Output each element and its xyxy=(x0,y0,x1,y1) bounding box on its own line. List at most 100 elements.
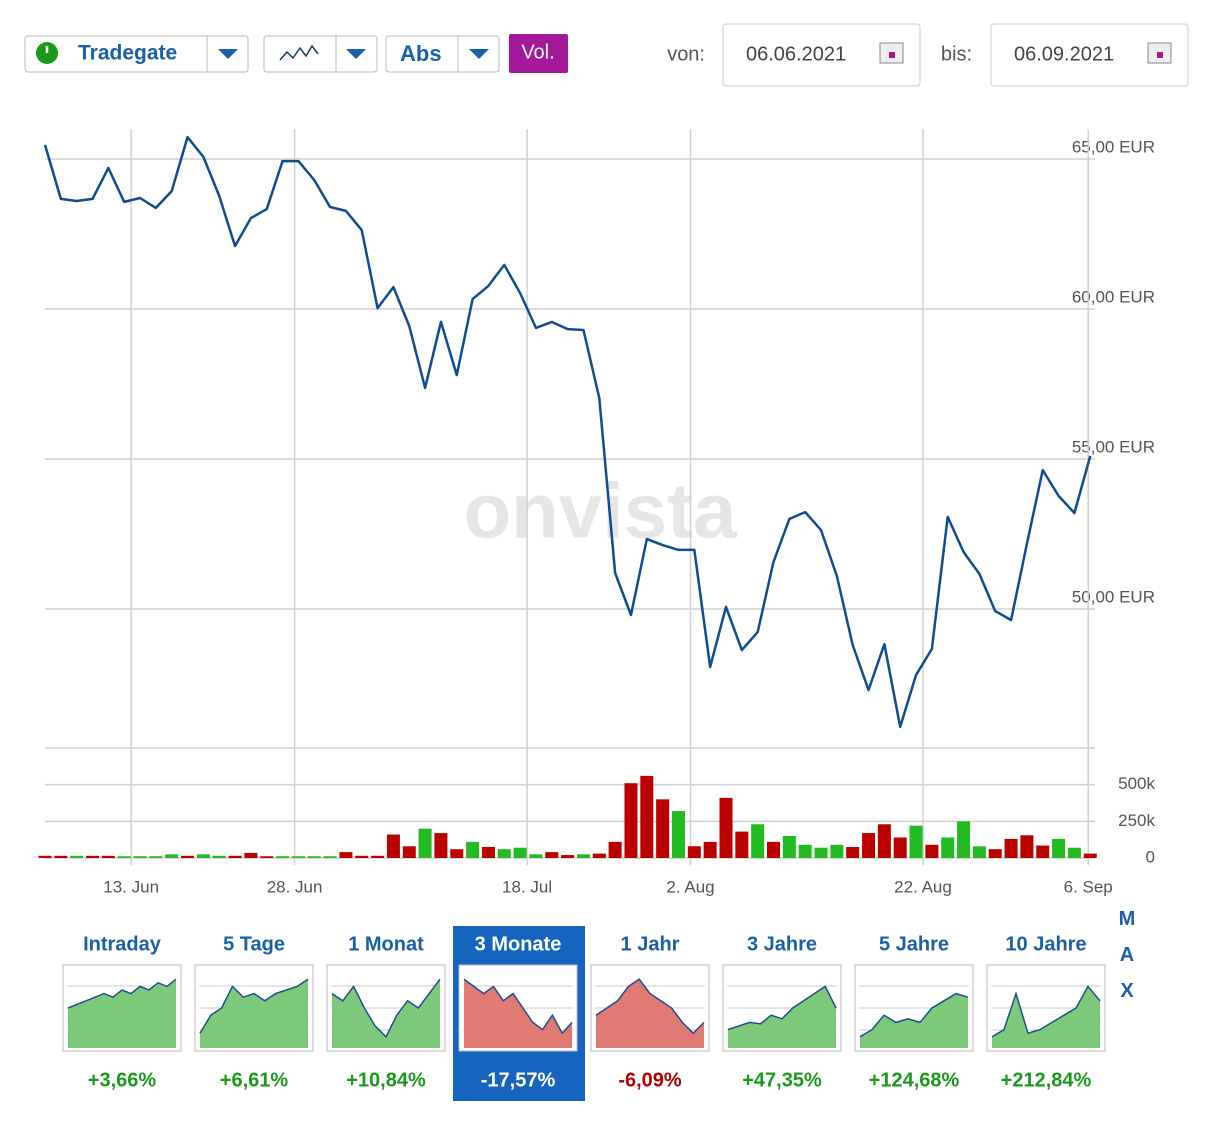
dropdown-arrow[interactable] xyxy=(346,49,366,59)
volume-bar xyxy=(529,854,543,858)
to-date[interactable]: 06.09.2021 xyxy=(1014,43,1114,65)
thumb-line xyxy=(199,978,309,1034)
volume-bar xyxy=(371,855,385,858)
period-change: +6,61% xyxy=(220,1069,289,1091)
x-tick-label: 22. Aug xyxy=(894,877,952,896)
period-label[interactable]: Intraday xyxy=(83,933,162,955)
to-input[interactable] xyxy=(990,23,1189,87)
watermark: onvista xyxy=(463,467,737,555)
volume-bar xyxy=(339,852,353,858)
period-label[interactable]: 5 Jahre xyxy=(879,933,949,955)
period-change: +10,84% xyxy=(346,1069,426,1091)
volume-bar xyxy=(402,846,416,858)
y-tick-label: 60,00 EUR xyxy=(1072,287,1155,306)
period-change: +212,84% xyxy=(1001,1069,1092,1091)
thumb-line xyxy=(463,978,573,1035)
volume-bar xyxy=(592,853,606,858)
volume-bar xyxy=(196,854,210,858)
volume-bar xyxy=(497,849,511,858)
volume-bar xyxy=(814,847,828,858)
calendar-icon[interactable] xyxy=(879,42,904,64)
volume-bar xyxy=(656,799,670,858)
thumb-line xyxy=(727,985,837,1031)
volume-bar xyxy=(276,856,290,858)
volume-bar xyxy=(957,821,971,858)
volume-bar xyxy=(434,833,448,858)
volume-bar xyxy=(846,847,860,858)
x-tick-label: 6. Sep xyxy=(1064,877,1113,896)
period-label[interactable]: 10 Jahre xyxy=(1005,933,1086,955)
volume-bar xyxy=(181,855,195,858)
from-label: von: xyxy=(667,43,705,65)
volume-bar xyxy=(640,775,654,858)
period-label[interactable]: 3 Jahre xyxy=(747,933,817,955)
volume-button-label[interactable]: Vol. xyxy=(521,41,554,63)
volume-bar xyxy=(830,844,844,858)
volume-bar xyxy=(86,855,100,858)
exchange-select[interactable]: Tradegate xyxy=(24,35,249,73)
max-label[interactable]: MAX xyxy=(1116,908,1138,1016)
volume-bar xyxy=(466,841,480,858)
volume-bar xyxy=(386,834,400,858)
volume-bar xyxy=(38,855,52,858)
volume-button[interactable] xyxy=(509,34,568,73)
volume-bar xyxy=(735,831,749,858)
volume-bar xyxy=(149,856,163,858)
y-tick-label: 55,00 EUR xyxy=(1072,437,1155,456)
period-label[interactable]: 1 Monat xyxy=(348,933,424,955)
period-change: +124,68% xyxy=(869,1069,960,1091)
volume-bar xyxy=(244,852,258,858)
thumb-area xyxy=(332,979,440,1048)
from-date[interactable]: 06.06.2021 xyxy=(746,43,846,65)
select-box[interactable] xyxy=(263,35,378,73)
price-line xyxy=(43,135,1092,729)
volume-bar xyxy=(101,855,115,858)
volume-bar xyxy=(608,841,622,858)
exchange-label[interactable]: Tradegate xyxy=(78,42,177,65)
thumb-line xyxy=(595,978,705,1035)
volume-bar xyxy=(988,849,1002,858)
period-change: -6,09% xyxy=(618,1069,682,1091)
y-tick-label: 500k xyxy=(1118,774,1155,793)
volume-bar xyxy=(1067,847,1081,858)
chart-type-select[interactable] xyxy=(263,35,378,73)
period-change: -17,57% xyxy=(481,1069,556,1091)
volume-bar xyxy=(767,841,781,858)
dropdown-arrow[interactable] xyxy=(469,49,489,59)
period-label[interactable]: 5 Tage xyxy=(223,933,285,955)
select-box[interactable] xyxy=(385,35,500,73)
period-change: +47,35% xyxy=(742,1069,822,1091)
calendar-icon[interactable] xyxy=(1147,42,1172,64)
y-tick-label: 250k xyxy=(1118,811,1155,830)
x-tick-label: 28. Jun xyxy=(267,877,323,896)
mode-select[interactable]: Abs xyxy=(385,35,500,73)
period-label[interactable]: 1 Jahr xyxy=(621,933,680,955)
volume-bar xyxy=(1036,845,1050,858)
y-tick-label: 50,00 EUR xyxy=(1072,587,1155,606)
y-tick-label: 0 xyxy=(1146,847,1155,866)
volume-bar xyxy=(1052,838,1066,858)
volume-bar xyxy=(782,836,796,858)
thumb-area xyxy=(464,979,572,1048)
volume-bar xyxy=(909,825,923,858)
mode-label[interactable]: Abs xyxy=(400,41,442,66)
volume-bar xyxy=(228,855,242,858)
line-icon xyxy=(279,44,319,61)
thumb-area xyxy=(992,986,1100,1048)
select-box[interactable] xyxy=(24,35,249,73)
volume-bar xyxy=(291,856,305,858)
period-label[interactable]: 3 Monate xyxy=(475,933,562,955)
from-input[interactable] xyxy=(722,23,921,87)
volume-bar xyxy=(703,841,717,858)
volume-bar xyxy=(260,856,274,858)
volume-bar xyxy=(719,797,733,858)
thumb-line xyxy=(67,978,177,1009)
dropdown-arrow[interactable] xyxy=(218,49,238,59)
volume-bar xyxy=(862,833,876,858)
volume-bar xyxy=(576,854,590,858)
volume-bar xyxy=(545,852,559,858)
volume-bar xyxy=(1020,835,1034,858)
thumb-line xyxy=(991,985,1101,1038)
x-tick-label: 18. Jul xyxy=(502,877,552,896)
